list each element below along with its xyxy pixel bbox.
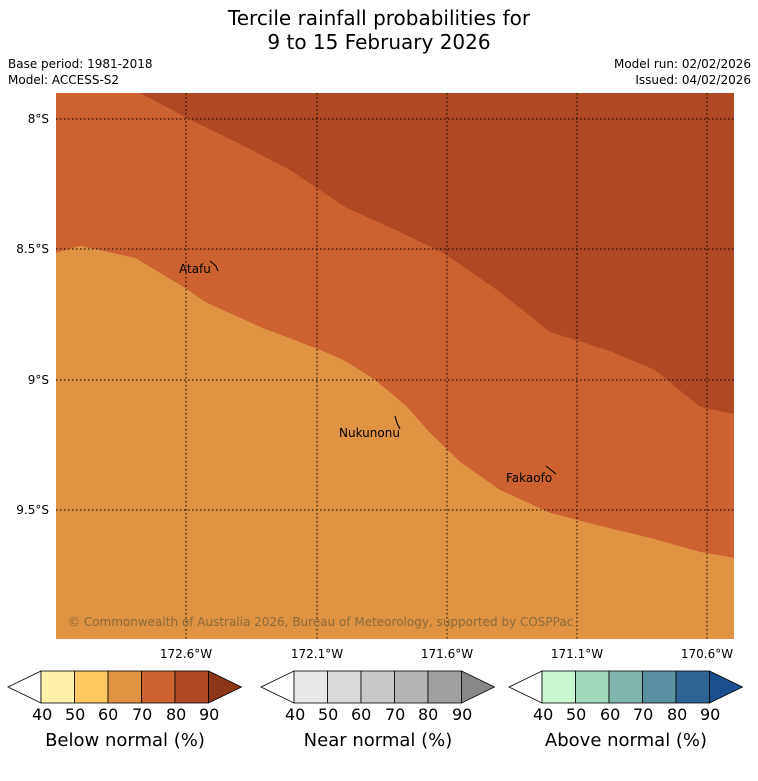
lon-label-171-1w: 171.1°W: [551, 647, 603, 661]
atoll-nukunonu: [394, 415, 401, 430]
cb-near-tick: 50: [318, 705, 339, 724]
title-line-1: Tercile rainfall probabilities for: [227, 6, 531, 30]
lon-label-172-6w: 172.6°W: [160, 647, 212, 661]
cb-above-swatch: [608, 670, 643, 704]
lat-label-9s: 9°S: [28, 373, 49, 387]
cb-near-swatch: [327, 670, 362, 704]
cb-near-tick: 80: [418, 705, 439, 724]
cb-near-extend-low: [260, 670, 295, 704]
cb-above-swatch: [575, 670, 610, 704]
cb-below-swatch: [40, 670, 75, 704]
cb-near-tick: 90: [452, 705, 473, 724]
cb-above-tick: 90: [700, 705, 721, 724]
copyright-notice: © Commonwealth of Australia 2026, Bureau…: [68, 615, 573, 629]
cb-near-extend-high: [461, 670, 496, 704]
colorbar-below: [7, 670, 243, 704]
cb-below-tick: 40: [32, 705, 53, 724]
model-name: Model: ACCESS-S2: [8, 73, 120, 87]
cb-below-tick: 90: [199, 705, 220, 724]
issued-date: Issued: 04/02/2026: [635, 73, 751, 87]
cb-above-extend-low: [508, 670, 543, 704]
cb-below-swatch: [174, 670, 209, 704]
colorbar-near: [260, 670, 496, 704]
atoll-atafu: [209, 260, 219, 272]
colorbar-near-label: Near normal (%): [303, 730, 453, 751]
cb-below-swatch: [141, 670, 176, 704]
lat-label-8-5s: 8.5°S: [16, 242, 49, 256]
cb-above-swatch: [642, 670, 677, 704]
cb-above-tick: 50: [566, 705, 587, 724]
cb-near-swatch: [394, 670, 429, 704]
lat-label-9-5s: 9.5°S: [16, 503, 49, 517]
colorbar-above-label: Above normal (%): [544, 730, 708, 751]
colorbar-below-label: Below normal (%): [45, 730, 205, 751]
cb-below-swatch: [74, 670, 109, 704]
probability-zones: [56, 93, 734, 639]
cb-above-tick: 80: [667, 705, 688, 724]
graticule: [56, 93, 734, 639]
cb-below-extend-low: [7, 670, 42, 704]
cb-above-extend-high: [709, 670, 744, 704]
cb-above-swatch: [541, 670, 576, 704]
colorbar-above: [508, 670, 744, 704]
cb-near-tick: 70: [385, 705, 406, 724]
zone-below-60-70: [56, 246, 734, 639]
cb-below-tick: 70: [132, 705, 153, 724]
lon-label-171-6w: 171.6°W: [421, 647, 473, 661]
atolls: [209, 260, 557, 475]
lat-label-8s: 8°S: [28, 112, 49, 126]
cb-near-swatch: [427, 670, 462, 704]
cb-below-tick: 50: [65, 705, 86, 724]
base-period: Base period: 1981-2018: [8, 57, 153, 71]
place-nukunonu: Nukunonu: [339, 426, 400, 440]
cb-below-tick: 60: [98, 705, 119, 724]
cb-above-swatch: [675, 670, 710, 704]
cb-near-swatch: [360, 670, 395, 704]
lon-label-172-1w: 172.1°W: [291, 647, 343, 661]
atoll-fakaofo: [545, 465, 557, 475]
zone-below-80-90: [140, 93, 734, 414]
cb-below-swatch: [107, 670, 142, 704]
place-atafu: Atafu: [179, 262, 211, 276]
cb-below-tick: 80: [166, 705, 187, 724]
place-fakaofo: Fakaofo: [506, 471, 552, 485]
cb-near-swatch: [293, 670, 328, 704]
lon-label-170-6w: 170.6°W: [681, 647, 733, 661]
cb-above-tick: 70: [633, 705, 654, 724]
cb-above-tick: 60: [600, 705, 621, 724]
cb-below-extend-high: [208, 670, 243, 704]
model-run: Model run: 02/02/2026: [613, 57, 751, 71]
cb-near-tick: 40: [285, 705, 306, 724]
cb-near-tick: 60: [351, 705, 372, 724]
title-line-2: 9 to 15 February 2026: [267, 30, 491, 54]
cb-above-tick: 40: [533, 705, 554, 724]
